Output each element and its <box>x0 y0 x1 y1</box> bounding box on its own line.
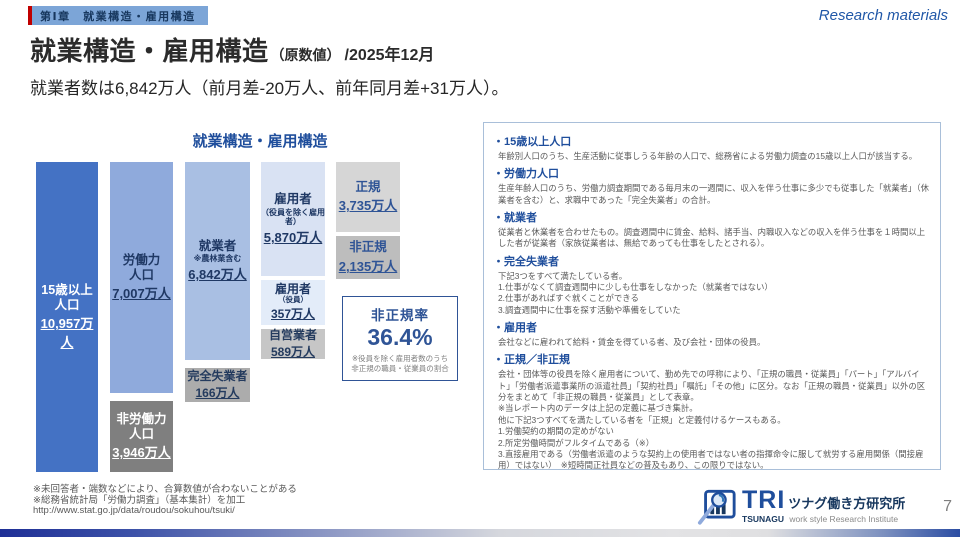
logo-en-rest-text: work style Research Institute <box>789 513 899 524</box>
non-regular-rate-box: 非正規率 36.4% ※役員を除く雇用者数のうち 非正規の職員・従業員の割合 <box>342 296 458 381</box>
bar-label: 労働力 人口 <box>122 252 161 282</box>
tsunagu-logo-text: TRI ツナグ働き方研究所 TSUNAGU work style Researc… <box>742 486 906 524</box>
chart-title: 就業構造・雇用構造 <box>192 133 328 150</box>
bar-value: 6,842万人 <box>188 267 247 283</box>
bar-unemployed: 完全失業者 166万人 <box>185 368 250 402</box>
definition-term: ・完全失業者 <box>493 255 559 268</box>
bar-note: （役員） <box>278 294 308 304</box>
definition-item: ・雇用者 会社などに雇われて給料・賃金を得ている者、及び会社・団体の役員。 <box>493 319 931 348</box>
definition-term: ・15歳以上人口 <box>493 136 572 148</box>
non-regular-rate-note: ※役員を除く雇用者数のうち 非正規の職員・従業員の割合 <box>351 354 449 373</box>
bar-value: 166万人 <box>195 385 240 400</box>
definition-term: ・労働力人口 <box>493 168 559 181</box>
definition-term: ・雇用者 <box>493 322 537 335</box>
logo-en-text: TSUNAGU work style Research Institute <box>742 514 905 524</box>
non-regular-rate-title: 非正規率 <box>371 308 429 324</box>
bar-value: 2,135万人 <box>338 258 398 274</box>
footnote-rounding: ※未回答者・端数などにより、合算数値が合わないことがある <box>33 484 297 495</box>
definition-term: ・正規／非正規 <box>493 354 570 367</box>
definition-body: 下記3つをすべて満たしている者。 1.仕事がなくて調査週間中に少しも仕事をしなか… <box>498 270 773 315</box>
non-regular-rate-value: 36.4% <box>367 324 433 351</box>
definition-body: 従業者と休業者を合わせたもの。調査週間中に賃金、給料、諸手当、内職収入などの収入… <box>498 227 926 249</box>
bar-labor-force: 労働力 人口 7,007万人 <box>110 162 173 393</box>
definition-item: ・就業者 従業者と休業者を合わせたもの。調査週間中に賃金、給料、諸手当、内職収入… <box>493 209 931 250</box>
lead-text: 就業者数は6,842万人（前月差-20万人、前年同月差+31万人）。 <box>30 79 509 98</box>
footnotes: ※未回答者・端数などにより、合算数値が合わないことがある ※総務省統計局「労働力… <box>33 484 297 517</box>
definition-body: 会社・団体等の役員を除く雇用者について、勤め先での呼称により、「正規の職員・従業… <box>498 369 926 471</box>
logo-jp-text: ツナグ働き方研究所 <box>788 496 906 511</box>
tsunagu-logo-icon <box>697 489 737 531</box>
bar-employees-executives: 雇用者 （役員） 357万人 <box>261 280 325 325</box>
bar-label: 非正規 <box>349 240 387 255</box>
bar-employed-persons: 就業者 ※農林業含む 6,842万人 <box>185 162 250 360</box>
bar-employees-excluding-executives: 雇用者 （役員を除く雇用者） 5,870万人 <box>261 162 325 276</box>
definition-item: ・完全失業者 下記3つをすべて満たしている者。 1.仕事がなくて調査週間中に少し… <box>493 253 931 316</box>
bar-age15plus-population: 15歳以上 人口 10,957万人 <box>36 162 98 472</box>
bar-self-employed: 自営業者 589万人 <box>261 328 325 359</box>
bar-label: 自営業者 <box>268 328 317 343</box>
bottom-gradient-bar <box>0 529 960 537</box>
bar-label: 完全失業者 <box>187 369 248 384</box>
watermark-research-materials: Research materials <box>818 7 948 24</box>
page-title: 就業構造・雇用構造 （原数値） /2025年12月 <box>30 31 434 68</box>
bar-non-labor-force: 非労働力 人口 3,946万人 <box>110 401 173 472</box>
definition-body: 年齢別人口のうち、生産活動に従事しうる年齢の人口で、総務省による労働力調査の15… <box>498 151 918 161</box>
bar-value: 5,870万人 <box>263 230 323 246</box>
page-title-date: /2025年12月 <box>344 47 435 64</box>
page-title-main: 就業構造・雇用構造 <box>30 36 269 66</box>
bar-note: （役員を除く雇用者） <box>261 207 325 226</box>
bar-label: 雇用者 <box>274 282 311 297</box>
bar-label: 就業者 <box>198 238 237 253</box>
page-title-qualifier: （原数値） <box>270 47 341 63</box>
logo-tri-text: TRI <box>742 486 786 514</box>
bar-label: 正規 <box>355 179 381 194</box>
definition-item: ・15歳以上人口 年齢別人口のうち、生産活動に従事しうる年齢の人口で、総務省によ… <box>493 133 931 162</box>
source-url-link[interactable]: http://www.stat.go.jp/data/roudou/sokuho… <box>33 505 235 517</box>
bar-label: 非労働力 人口 <box>116 411 167 441</box>
footnote-source: ※総務省統計局「労働力調査」（基本集計）を加工 <box>33 494 246 506</box>
bar-regular-employees: 正規 3,735万人 <box>336 162 400 232</box>
bar-label: 雇用者 <box>274 191 312 206</box>
definition-term: ・就業者 <box>493 212 537 225</box>
bar-label: 15歳以上 人口 <box>41 282 93 312</box>
bar-value: 357万人 <box>270 306 316 321</box>
tsunagu-logo: TRI ツナグ働き方研究所 TSUNAGU work style Researc… <box>697 486 906 531</box>
definition-body: 会社などに雇われて給料・賃金を得ている者、及び会社・団体の役員。 <box>498 337 766 348</box>
definition-item: ・労働力人口 生産年齢人口のうち、労働力調査期間である毎月末の一週間に、収入を伴… <box>493 165 931 206</box>
bar-value: 7,007万人 <box>112 286 171 302</box>
bar-value: 10,957万人 <box>40 316 94 351</box>
chapter-tag: 第Ⅰ章 就業構造・雇用構造 <box>28 6 208 25</box>
bar-value: 589万人 <box>270 344 316 359</box>
bar-value: 3,946万人 <box>112 445 171 461</box>
definitions-panel: ・15歳以上人口 年齢別人口のうち、生産活動に従事しうる年齢の人口で、総務省によ… <box>483 122 941 470</box>
definition-body: 生産年齢人口のうち、労働力調査期間である毎月末の一週間に、収入を伴う仕事に多少で… <box>498 183 929 205</box>
chapter-tag-label: 第Ⅰ章 就業構造・雇用構造 <box>40 10 196 23</box>
page-number: 7 <box>943 498 952 515</box>
logo-en-bold-text: TSUNAGU <box>742 513 785 524</box>
bar-value: 3,735万人 <box>338 198 398 214</box>
definition-item: ・正規／非正規 会社・団体等の役員を除く雇用者について、勤め先での呼称により、「… <box>493 351 931 471</box>
bar-note: ※農林業含む <box>193 254 242 264</box>
bar-non-regular-employees: 非正規 2,135万人 <box>336 236 400 279</box>
